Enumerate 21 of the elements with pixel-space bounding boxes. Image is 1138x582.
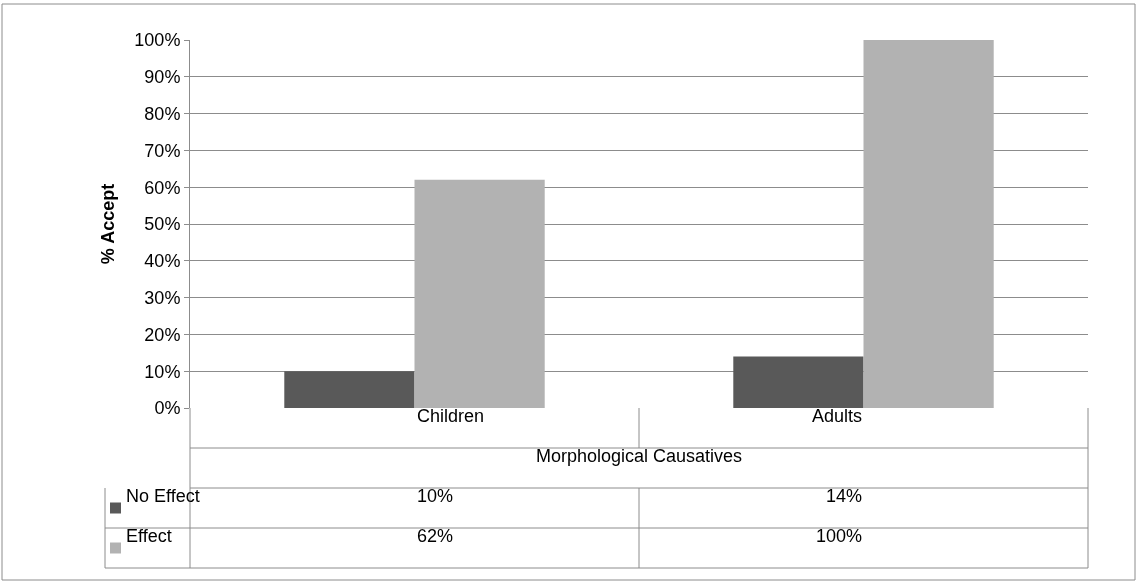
x-tick-label: Children — [417, 406, 485, 426]
x-axis-title: Morphological Causatives — [536, 446, 743, 466]
x-tick-label: Adults — [812, 406, 863, 426]
y-tick-label: 10% — [144, 361, 181, 382]
y-tick-label: 70% — [144, 140, 181, 161]
y-tick-label: 0% — [154, 398, 181, 419]
data-label: 10% — [417, 486, 454, 506]
data-label: 100% — [816, 526, 863, 546]
y-tick-label: 50% — [144, 214, 181, 235]
legend-label: No Effect — [126, 486, 200, 506]
data-label: 14% — [826, 486, 863, 506]
y-tick-label: 60% — [144, 177, 181, 198]
y-tick-label: 40% — [144, 251, 181, 272]
y-tick-label: 30% — [144, 287, 181, 308]
y-tick-label: 80% — [144, 103, 181, 124]
legend-label: Effect — [126, 526, 172, 546]
y-tick-label: 100% — [134, 30, 181, 51]
y-axis-title: % Accept — [97, 183, 118, 265]
y-tick-label: 90% — [144, 67, 181, 88]
data-label: 62% — [417, 526, 454, 546]
y-tick-label: 20% — [144, 324, 181, 345]
